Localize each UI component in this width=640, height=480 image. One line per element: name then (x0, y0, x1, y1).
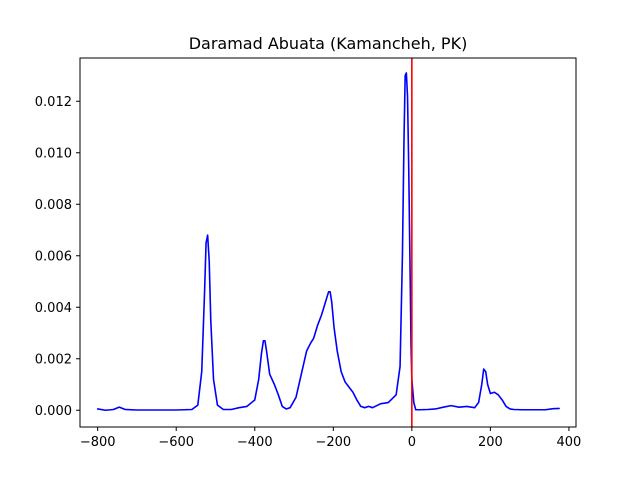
x-tick-label: 0 (408, 435, 416, 450)
axes: −800 −600 −400 −200 0 200 400 0.000 0.002 0.004 0.… (35, 57, 582, 450)
chart-title: Daramad Abuata (Kamancheh, PK) (189, 34, 468, 53)
axes-frame (79, 57, 577, 428)
x-tick-label: −800 (80, 435, 116, 450)
y-tick-label: 0.006 (35, 249, 72, 264)
y-tick-label: 0.010 (35, 146, 72, 161)
x-tick-label: −600 (158, 435, 194, 450)
series-line-0 (96, 72, 560, 412)
y-tick-label: 0.008 (35, 198, 72, 213)
y-tick-label: 0.000 (35, 404, 72, 419)
y-tick-label: 0.012 (35, 95, 72, 110)
x-tick-label: −200 (315, 435, 351, 450)
y-tick-label: 0.004 (35, 301, 72, 316)
x-tick-label: 400 (557, 435, 582, 450)
x-tick-label: 200 (478, 435, 503, 450)
plot-area (96, 58, 560, 427)
y-tick-label: 0.002 (35, 352, 72, 367)
x-tick-label: −400 (237, 435, 273, 450)
